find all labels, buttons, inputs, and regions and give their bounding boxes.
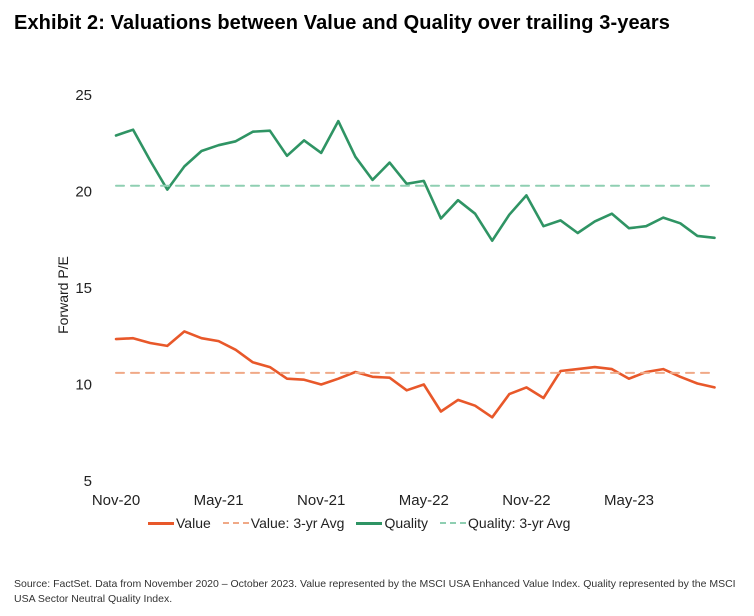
y-tick-label: 20 bbox=[75, 184, 92, 201]
y-tick-label: 15 bbox=[75, 280, 92, 297]
y-tick-label: 25 bbox=[75, 87, 92, 104]
x-tick-label: Nov-21 bbox=[297, 492, 345, 509]
y-tick-label: 10 bbox=[75, 377, 92, 394]
legend-item-quality-3-yr-avg: Quality: 3-yr Avg bbox=[440, 515, 570, 531]
y-axis-label: Forward P/E bbox=[55, 256, 71, 334]
x-tick-label: May-22 bbox=[399, 492, 449, 509]
y-tick-label: 5 bbox=[84, 473, 92, 490]
x-axis: Nov-20 May-21 Nov-21 May-22 Nov-22 May-23 bbox=[92, 492, 654, 509]
x-tick-label: May-21 bbox=[194, 492, 244, 509]
chart-legend: Value Value: 3-yr Avg Quality Quality: 3-yr… bbox=[148, 515, 582, 531]
legend-label: Quality: 3-yr Avg bbox=[468, 515, 571, 531]
source-note: Source: FactSet. Data from November 2020… bbox=[14, 578, 736, 605]
x-tick-label: May-23 bbox=[604, 492, 654, 509]
legend-label: Quality bbox=[384, 515, 429, 531]
x-tick-label: Nov-22 bbox=[502, 492, 550, 509]
series-layer bbox=[114, 119, 716, 419]
legend-label: Value: 3-yr Avg bbox=[250, 515, 345, 531]
legend-item-value-3-yr-avg: Value: 3-yr Avg bbox=[222, 515, 345, 531]
legend-item-value: Value bbox=[148, 515, 211, 531]
y-axis: 5 10 15 20 25 bbox=[75, 87, 92, 490]
legend-swatch bbox=[440, 522, 467, 524]
legend-item-quality: Quality bbox=[356, 515, 428, 531]
legend-swatch bbox=[222, 522, 249, 524]
legend-swatch bbox=[148, 521, 174, 525]
series-line-value bbox=[114, 330, 716, 419]
legend-label: Value bbox=[176, 515, 211, 531]
chart-title: Exhibit 2: Valuations between Value and … bbox=[14, 12, 670, 34]
series-line-quality bbox=[114, 119, 716, 242]
x-tick-label: Nov-20 bbox=[92, 492, 140, 509]
legend-swatch bbox=[356, 521, 383, 525]
